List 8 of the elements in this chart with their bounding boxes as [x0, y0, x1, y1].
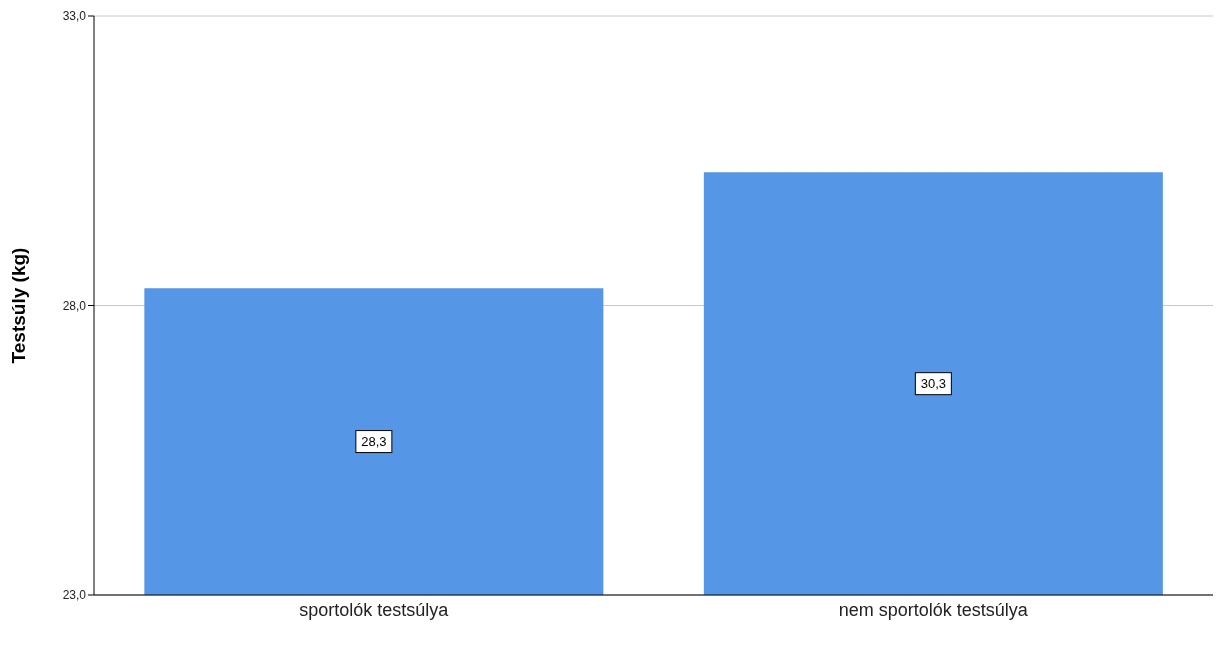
y-tick-label: 28,0 — [62, 298, 87, 313]
x-tick-label: nem sportolók testsúlya — [838, 599, 1029, 620]
y-tick-label: 23,0 — [62, 588, 87, 603]
y-axis-title: Testsúly (kg) — [7, 247, 29, 364]
y-tick-label: 33,0 — [62, 9, 87, 24]
data-label: 30,3 — [920, 376, 947, 392]
data-label: 28,3 — [361, 434, 387, 450]
x-tick-label: sportolók testsúlya — [299, 599, 450, 620]
